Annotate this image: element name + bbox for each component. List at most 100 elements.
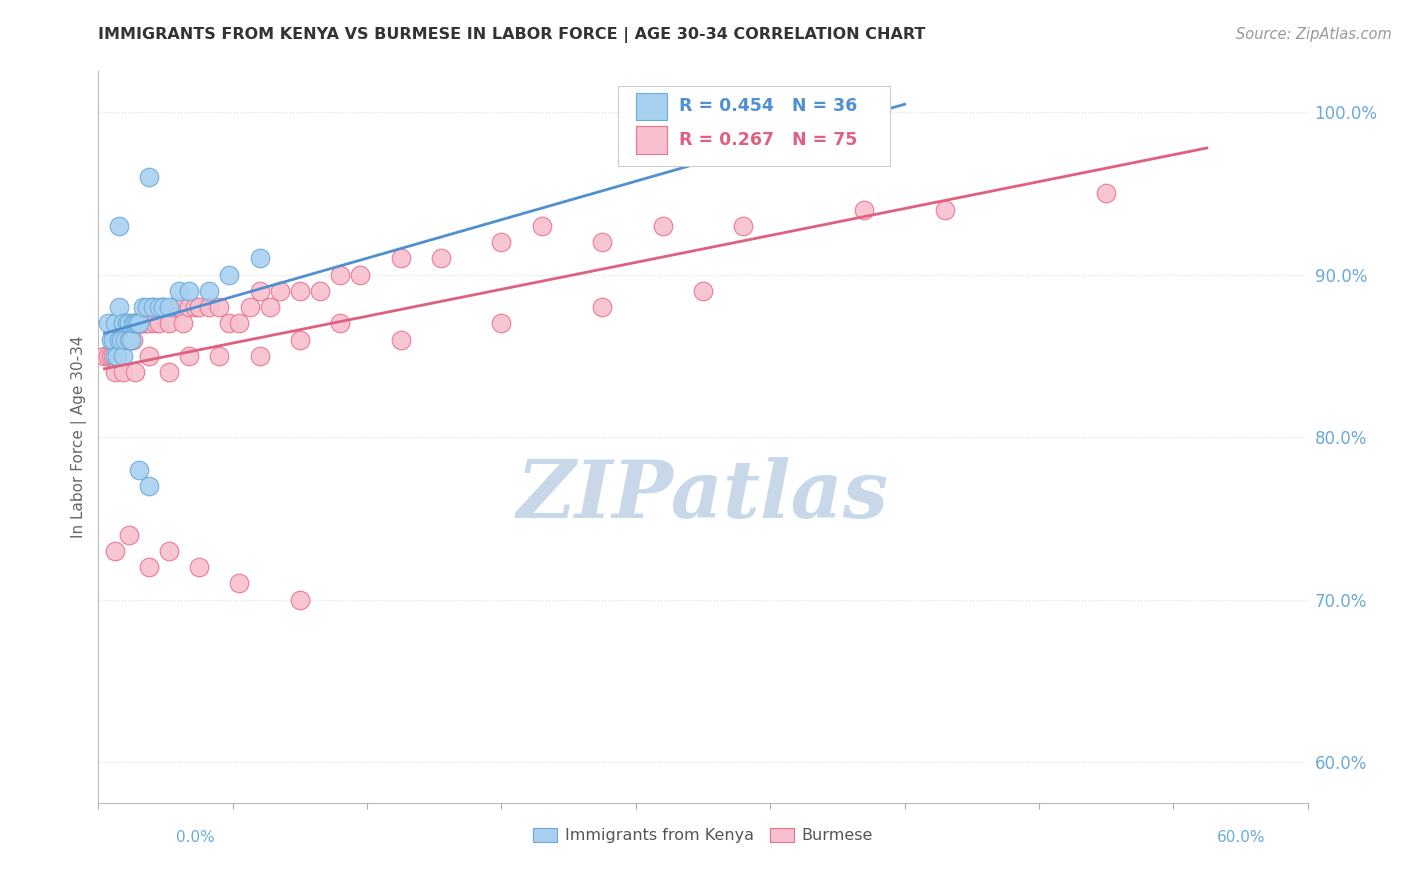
Point [228,316,250,330]
Point [105,349,128,363]
Point [105,333,128,347]
Point [121,316,143,330]
Point [152,300,174,314]
Point [138,349,160,363]
Point [142,300,165,314]
Point [111,333,134,347]
Point [132,300,155,314]
Point [120,333,142,347]
Point [100,333,122,347]
Point [124,316,146,330]
Point [107,300,129,314]
Point [218,268,240,282]
Point [152,300,174,314]
Point [111,316,134,330]
Point [111,349,134,363]
Point [349,268,371,282]
Point [148,316,170,330]
Point [329,268,352,282]
Point [198,284,221,298]
Point [118,333,141,347]
Point [530,219,553,233]
Point [172,316,194,330]
Point [107,333,129,347]
Point [218,316,240,330]
Text: 60.0%: 60.0% [1218,830,1265,845]
Point [114,333,136,347]
Point [118,316,141,330]
Point [239,300,262,314]
Y-axis label: In Labor Force | Age 30-34: In Labor Force | Age 30-34 [72,335,87,539]
Point [208,349,231,363]
Point [651,219,673,233]
Point [114,333,136,347]
Point [162,300,184,314]
Text: R = 0.267   N = 75: R = 0.267 N = 75 [679,131,858,149]
Point [491,316,513,330]
Point [228,576,250,591]
Point [249,252,271,266]
Point [103,316,125,330]
Text: R = 0.454   N = 36: R = 0.454 N = 36 [679,97,858,115]
Point [591,300,613,314]
Point [115,316,138,330]
Point [853,202,876,217]
Text: IMMIGRANTS FROM KENYA VS BURMESE IN LABOR FORCE | AGE 30-34 CORRELATION CHART: IMMIGRANTS FROM KENYA VS BURMESE IN LABO… [98,27,925,43]
Point [138,316,160,330]
Point [934,202,956,217]
Point [128,316,150,330]
Point [249,284,271,298]
Point [853,121,876,136]
Point [125,316,148,330]
Point [329,316,352,330]
FancyBboxPatch shape [619,86,890,167]
Point [120,333,142,347]
Point [309,284,332,298]
Point [128,316,150,330]
Point [124,365,146,379]
Point [198,300,221,314]
Point [269,284,291,298]
Point [110,333,132,347]
Point [389,333,412,347]
Point [249,349,271,363]
Point [692,284,714,298]
Point [591,235,613,249]
Bar [637,93,666,120]
Point [188,300,211,314]
Point [138,169,160,184]
Text: ZIPatlas: ZIPatlas [517,457,889,534]
Point [103,349,125,363]
Point [167,300,190,314]
Point [143,316,166,330]
Point [101,333,124,347]
Point [97,349,120,363]
Point [288,284,311,298]
Point [115,333,138,347]
Point [111,365,134,379]
Text: 0.0%: 0.0% [176,830,215,845]
Point [179,300,201,314]
Point [101,349,124,363]
Point [118,527,141,541]
Legend: Immigrants from Kenya, Burmese: Immigrants from Kenya, Burmese [526,822,880,850]
Point [157,544,180,558]
Point [430,252,453,266]
Point [107,333,129,347]
Point [259,300,281,314]
Point [491,235,513,249]
Point [157,316,180,330]
Point [179,284,201,298]
Point [142,300,165,314]
Point [188,560,211,574]
Point [97,316,120,330]
Point [100,349,122,363]
Point [107,219,129,233]
Point [118,333,141,347]
Point [138,560,160,574]
Bar [637,127,666,154]
Point [110,333,132,347]
Point [135,300,157,314]
Point [1095,186,1118,201]
Point [157,365,180,379]
